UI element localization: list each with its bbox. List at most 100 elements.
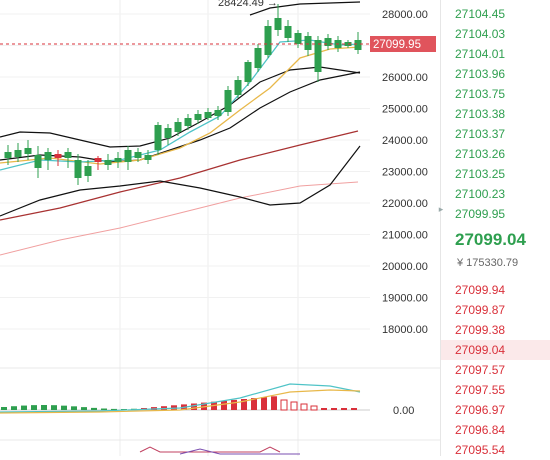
indicator-bar [11,406,17,410]
indicator-bar [341,408,347,410]
indicator-dea-line [0,389,361,414]
ask-price-row[interactable]: 27100.23 [455,187,506,201]
bid-price-row[interactable]: 27099.87 [455,303,506,317]
ask-price-row[interactable]: 27104.01 [455,47,506,61]
indicator-bar [221,400,227,410]
candle [124,146,132,170]
price-axis-label: 20000.00 [382,261,428,273]
ma-fast-line [0,39,361,171]
candle [204,108,212,120]
candle [234,76,242,98]
indicator-bar [71,406,77,410]
candle [14,143,22,162]
indicator-bar [241,399,247,410]
current-price-tag-label: 27099.95 [373,39,421,51]
candle [144,150,152,164]
bid-price-row[interactable]: 27096.97 [455,403,506,417]
ask-price-row[interactable]: 27103.38 [455,107,506,121]
sub-indicator-line [179,448,300,455]
candle [4,145,12,165]
price-axis-label: 24000.00 [382,135,428,147]
indicator-bar [31,405,37,410]
indicator-bar [111,408,117,410]
candle [64,148,72,168]
bid-price-row[interactable]: 27099.04 [441,340,550,360]
indicator-dif-line [0,383,361,413]
order-book: ▸ 27104.45 27104.03 27104.01 27103.96 27103.… [438,0,550,457]
price-axis-label: 18000.00 [382,324,428,336]
candle [354,32,362,54]
chart-canvas[interactable]: 28000.0027000.0026000.0025000.0024000.00… [0,0,440,456]
indicator-bar [21,405,27,410]
current-price-tag [370,36,436,52]
candle [54,150,62,166]
chevron-right-icon[interactable]: ▸ [438,204,444,214]
ask-price-row[interactable]: 27103.37 [455,127,506,141]
indicator-bar [51,405,57,410]
candle [154,122,162,155]
candle [74,154,82,185]
candle [194,110,202,124]
ma-long-line [0,130,359,221]
candle [24,140,32,160]
candlestick-chart[interactable]: 28000.0027000.0026000.0025000.0024000.00… [0,0,440,456]
ask-price-row[interactable]: 27103.25 [455,167,506,181]
bid-price-row[interactable]: 27095.54 [455,443,506,457]
candle [34,146,42,178]
bid-price-row[interactable]: 27097.55 [455,383,506,397]
bid-price-row[interactable]: 27099.94 [455,283,506,297]
band-upper-line [0,66,361,148]
price-axis-label: 19000.00 [382,293,428,305]
price-axis-label: 23000.00 [382,167,428,179]
candle [84,160,92,182]
indicator-bar [101,408,107,410]
indicator-bar [1,407,7,410]
ma-longest-line [0,181,359,256]
indicator-bar [321,408,327,410]
indicator-bar [351,408,357,410]
ask-price-row[interactable]: 27103.96 [455,67,506,81]
candle [314,36,322,82]
ask-price-row[interactable]: 27103.75 [455,87,506,101]
candle [324,34,332,50]
indicator-bar [251,398,257,410]
indicator-bar [191,403,197,410]
bid-price-row[interactable]: 27099.38 [455,323,506,337]
ask-price-row[interactable]: 27099.95 [455,207,506,221]
candle [274,4,282,36]
band-upper-top-line [249,1,361,16]
indicator-bar [231,399,237,410]
candle [264,20,272,58]
indicator-bar [331,408,337,410]
ask-price-row[interactable]: 27104.03 [455,27,506,41]
candle [244,60,252,86]
candle [214,106,222,120]
indicator-zero-label: 0.00 [393,405,414,417]
candle [284,20,292,42]
indicator-bar [91,407,97,410]
candle [134,148,142,162]
price-axis-label: 28000.00 [382,9,428,21]
indicator-bar [310,405,318,411]
indicator-bar [261,397,267,410]
candle [114,152,122,168]
bid-price-row[interactable]: 27096.84 [455,423,506,437]
ask-price-row[interactable]: 27103.26 [455,147,506,161]
candle [184,114,192,130]
candle [164,124,172,145]
indicator-bar [280,399,288,411]
bid-price-row[interactable]: 27097.57 [455,363,506,377]
candle [174,118,182,136]
indicator-bar [290,401,298,411]
band-lower-line [0,145,361,217]
indicator-bar [41,405,47,410]
price-axis-label: 25000.00 [382,104,428,116]
candle [44,148,52,170]
price-axis-label: 26000.00 [382,72,428,84]
last-price-cny: ¥ 175330.79 [457,257,519,269]
indicator-bar [271,396,277,410]
candle [94,156,102,170]
candle [104,154,112,170]
candle [254,44,262,72]
ask-price-row[interactable]: 27104.45 [455,7,506,21]
